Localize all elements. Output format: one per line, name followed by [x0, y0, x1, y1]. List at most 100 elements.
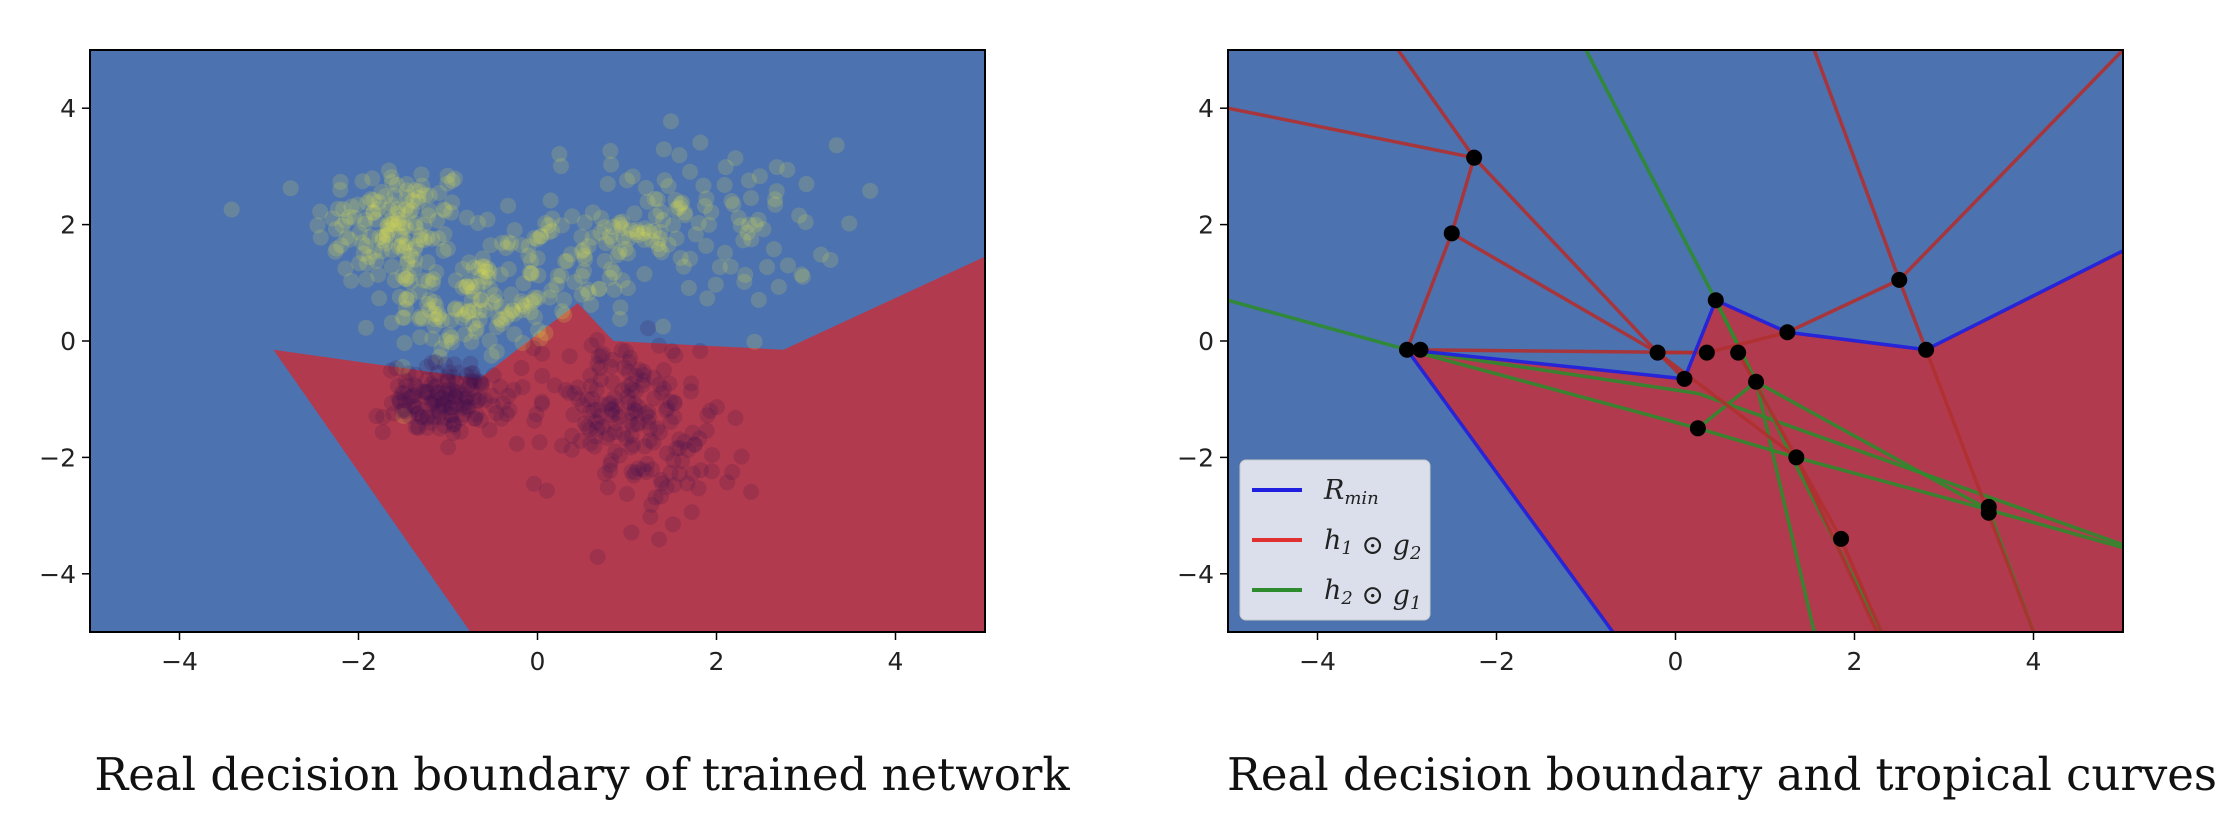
scatter-point [498, 240, 515, 257]
scatter-point [390, 215, 407, 232]
scatter-point [592, 408, 609, 425]
scatter-point [419, 385, 436, 402]
scatter-point [566, 385, 583, 402]
scatter-point [351, 224, 368, 241]
scatter-point [414, 310, 431, 327]
scatter-point [384, 242, 401, 259]
scatter-point [637, 220, 654, 237]
scatter-point [465, 369, 482, 386]
scatter-point [460, 303, 477, 320]
scatter-point [647, 489, 664, 506]
scatter-point [332, 173, 349, 190]
scatter-point [589, 332, 606, 349]
scatter-point [579, 391, 596, 408]
panel-right: −4 −2 0 2 4 −4 −2 0 2 4 Rmin h1 ⊙ g2 h2 ⊙ g1 [1177, 49, 2124, 676]
scatter-point [419, 254, 436, 271]
scatter-point [698, 422, 715, 439]
scatter-point [223, 201, 240, 218]
scatter-point [620, 353, 637, 370]
scatter-point [495, 395, 512, 412]
scatter-point [407, 218, 424, 235]
scatter-point [646, 390, 663, 407]
scatter-point [419, 383, 436, 400]
scatter-point [477, 263, 494, 280]
scatter-point [708, 399, 725, 416]
scatter-point [492, 378, 509, 395]
scatter-point [445, 416, 462, 433]
scatter-point [425, 408, 442, 425]
scatter-point [463, 291, 480, 308]
scatter-point [604, 400, 621, 417]
scatter-point [431, 184, 448, 201]
scatter-point [584, 229, 601, 246]
scatter-point [441, 364, 458, 381]
scatter-point [635, 225, 652, 242]
scatter-point [570, 391, 587, 408]
scatter-point [737, 266, 754, 283]
scatter-point [390, 211, 407, 228]
scatter-point [651, 241, 668, 258]
scatter-point [664, 343, 681, 360]
scatter-point [727, 150, 744, 167]
scatter-point [377, 235, 394, 252]
scatter-point [563, 441, 580, 458]
x-tick-label: −2 [340, 647, 377, 676]
scatter-point [445, 416, 462, 433]
scatter-point [647, 207, 664, 224]
scatter-point [447, 388, 464, 405]
scatter-point [522, 253, 539, 270]
scatter-point [514, 296, 531, 313]
scatter-point [649, 191, 666, 208]
scatter-point [546, 377, 563, 394]
scatter-point [696, 197, 713, 214]
scatter-point [573, 267, 590, 284]
scatter-point [399, 252, 416, 269]
scatter-point [370, 266, 387, 283]
scatter-point [603, 156, 620, 173]
scatter-point [439, 371, 456, 388]
scatter-point [394, 358, 411, 375]
scatter-point [405, 192, 422, 209]
scatter-point [370, 193, 387, 210]
scatter-point [481, 263, 498, 280]
scatter-point [463, 372, 480, 389]
scatter-point [590, 281, 607, 298]
scatter-point [383, 362, 400, 379]
scatter-point [750, 291, 767, 308]
scatter-point [794, 268, 811, 285]
vertex-point [1412, 341, 1429, 358]
scatter-point [553, 217, 570, 234]
scatter-point [391, 228, 408, 245]
scatter-point [651, 376, 668, 393]
scatter-point [537, 325, 554, 342]
scatter-point [581, 421, 598, 438]
scatter-point [692, 343, 709, 360]
scatter-point [627, 402, 644, 419]
scatter-point [641, 432, 658, 449]
scatter-point [439, 368, 456, 385]
scatter-point [617, 430, 634, 447]
scatter-point [522, 304, 539, 321]
scatter-point [614, 213, 631, 230]
scatter-point [407, 182, 424, 199]
scatter-point [623, 463, 640, 480]
scatter-point [479, 211, 496, 228]
scatter-point [341, 231, 358, 248]
scatter-point [611, 408, 628, 425]
scatter-point [452, 410, 469, 427]
scatter-point [403, 202, 420, 219]
scatter-point [407, 366, 424, 383]
scatter-point [623, 376, 640, 393]
scatter-point [668, 230, 685, 247]
scatter-point [652, 223, 669, 240]
y-tick-label: 4 [1198, 94, 1214, 123]
scatter-point [390, 201, 407, 218]
vertex-point [1748, 373, 1765, 390]
scatter-point [487, 293, 504, 310]
scatter-point [595, 345, 612, 362]
scatter-point [417, 389, 434, 406]
scatter-point [450, 383, 467, 400]
scatter-point [593, 209, 610, 226]
scatter-point [707, 276, 724, 293]
scatter-point [671, 439, 688, 456]
